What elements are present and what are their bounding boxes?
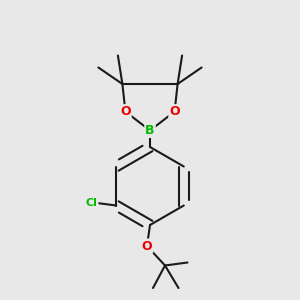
- Text: B: B: [145, 124, 155, 137]
- Text: Cl: Cl: [86, 198, 98, 208]
- Text: O: O: [120, 105, 131, 118]
- Text: O: O: [142, 239, 152, 253]
- Text: O: O: [169, 105, 180, 118]
